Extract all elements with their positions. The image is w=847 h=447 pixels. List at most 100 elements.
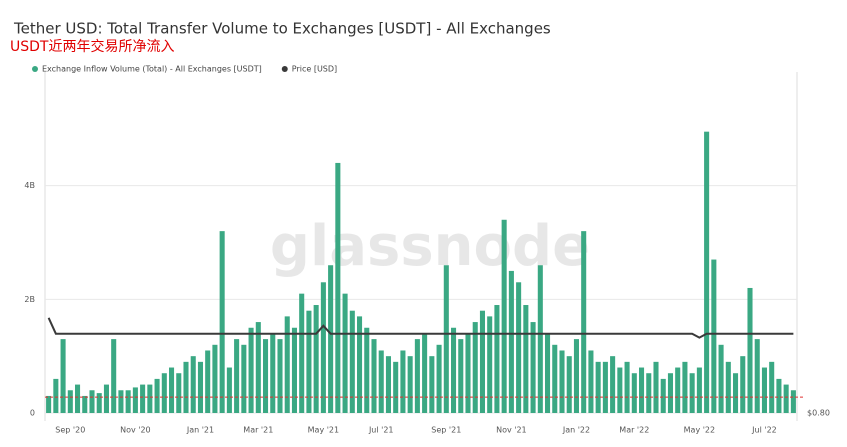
bar bbox=[711, 259, 717, 413]
bar bbox=[639, 367, 645, 413]
x-tick-label: May '22 bbox=[684, 426, 715, 435]
bar bbox=[754, 339, 760, 413]
bar bbox=[653, 361, 659, 413]
bar bbox=[400, 350, 406, 413]
x-tick-label: Mar '22 bbox=[619, 426, 649, 435]
bar bbox=[132, 387, 138, 413]
bar bbox=[67, 390, 73, 413]
bar bbox=[523, 305, 529, 413]
bar bbox=[75, 384, 81, 413]
bar bbox=[667, 373, 673, 413]
bar bbox=[89, 390, 95, 413]
bar bbox=[494, 305, 500, 413]
bar bbox=[147, 384, 153, 413]
bar bbox=[516, 282, 522, 413]
legend-label: Price [USD] bbox=[292, 65, 337, 74]
bar bbox=[118, 390, 124, 413]
x-tick-label: Jan '22 bbox=[562, 426, 590, 435]
bar bbox=[197, 361, 203, 413]
bar bbox=[111, 339, 117, 413]
bar bbox=[530, 322, 536, 413]
bar bbox=[320, 282, 326, 413]
bar bbox=[573, 339, 579, 413]
x-tick-label: Sep '21 bbox=[431, 426, 461, 435]
bar bbox=[451, 327, 457, 413]
x-tick-label: Sep '20 bbox=[55, 426, 85, 435]
bar bbox=[465, 333, 471, 413]
x-tick-label: Mar '21 bbox=[243, 426, 273, 435]
bar bbox=[602, 361, 608, 413]
bar bbox=[646, 373, 652, 413]
bar bbox=[704, 131, 710, 414]
bar bbox=[559, 350, 565, 413]
bar bbox=[342, 293, 348, 413]
bar bbox=[588, 350, 594, 413]
bar bbox=[552, 344, 558, 413]
bar bbox=[328, 265, 334, 413]
bar bbox=[479, 310, 485, 413]
bar bbox=[458, 339, 464, 413]
bar bbox=[696, 367, 702, 413]
bar bbox=[407, 356, 413, 413]
bar bbox=[740, 356, 746, 413]
bar bbox=[284, 316, 290, 413]
bar bbox=[422, 333, 428, 413]
bar bbox=[624, 361, 630, 413]
bar bbox=[357, 316, 363, 413]
bar bbox=[566, 356, 572, 413]
bar bbox=[378, 350, 384, 413]
bar bbox=[349, 310, 355, 413]
bar bbox=[212, 344, 218, 413]
bar bbox=[747, 287, 753, 413]
bar bbox=[335, 162, 341, 413]
bar bbox=[393, 361, 399, 413]
bar bbox=[718, 344, 724, 413]
bar bbox=[176, 373, 182, 413]
chart-title: Tether USD: Total Transfer Volume to Exc… bbox=[13, 20, 551, 38]
bar bbox=[219, 231, 225, 413]
legend-label: Exchange Inflow Volume (Total) - All Exc… bbox=[42, 65, 262, 74]
bar bbox=[53, 378, 59, 413]
bar bbox=[429, 356, 435, 413]
bar bbox=[733, 373, 739, 413]
bar bbox=[545, 333, 551, 413]
bar bbox=[508, 270, 514, 413]
bar bbox=[501, 219, 507, 413]
bar bbox=[776, 378, 782, 413]
x-tick-label: Nov '21 bbox=[496, 426, 527, 435]
bar bbox=[140, 384, 146, 413]
bar bbox=[234, 339, 240, 413]
bar bbox=[682, 361, 688, 413]
bar bbox=[595, 361, 601, 413]
bar bbox=[161, 373, 167, 413]
bar bbox=[783, 384, 789, 413]
bar bbox=[617, 367, 623, 413]
bar bbox=[60, 339, 66, 413]
y-tick-label: 0 bbox=[30, 409, 35, 418]
bar bbox=[190, 356, 196, 413]
bar bbox=[277, 339, 283, 413]
x-tick-label: Jan '21 bbox=[186, 426, 214, 435]
bar bbox=[263, 339, 269, 413]
bar bbox=[631, 373, 637, 413]
bar bbox=[96, 393, 102, 413]
x-tick-label: Jul '21 bbox=[368, 426, 394, 435]
watermark: glassnode bbox=[270, 214, 590, 279]
bar bbox=[725, 361, 731, 413]
bar bbox=[226, 367, 232, 413]
bar bbox=[154, 378, 160, 413]
bar bbox=[291, 327, 297, 413]
bar bbox=[610, 356, 616, 413]
bar bbox=[255, 322, 261, 413]
y-tick-label: 2B bbox=[24, 295, 35, 304]
y-tick-label: 4B bbox=[24, 181, 35, 190]
bar bbox=[537, 265, 543, 413]
bar bbox=[472, 322, 478, 413]
bar bbox=[443, 265, 449, 413]
bar bbox=[487, 316, 493, 413]
bar bbox=[270, 333, 276, 413]
bar bbox=[581, 231, 587, 413]
x-tick-label: Nov '20 bbox=[120, 426, 151, 435]
